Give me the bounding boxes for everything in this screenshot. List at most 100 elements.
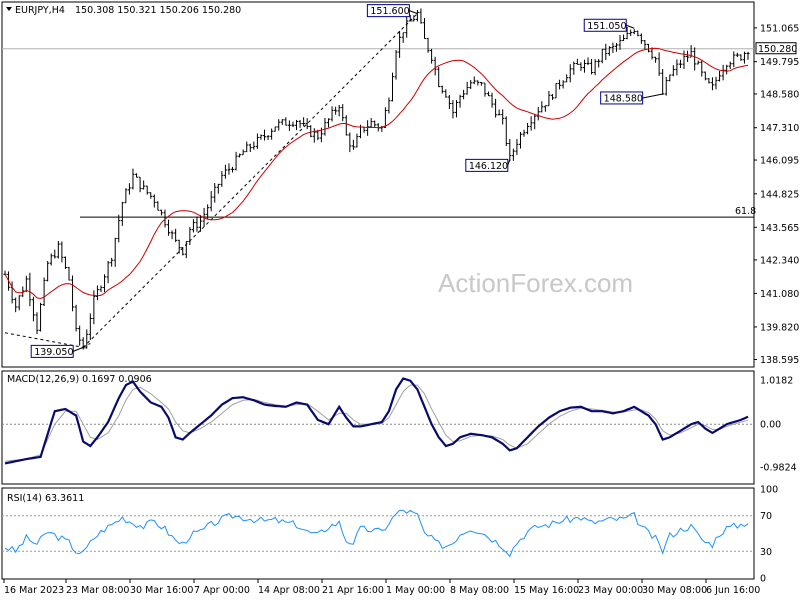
price-bar xyxy=(422,18,426,40)
price-bar xyxy=(664,77,668,96)
price-bar xyxy=(700,60,704,77)
watermark: ActionForex.com xyxy=(438,268,633,298)
price-bar xyxy=(479,81,483,86)
price-bar xyxy=(607,46,611,56)
price-bar xyxy=(312,128,316,143)
price-panel-border xyxy=(1,1,755,368)
price-bar xyxy=(85,329,89,349)
price-bar xyxy=(241,149,245,156)
price-bar xyxy=(351,139,355,150)
price-bar xyxy=(543,105,547,112)
dropdown-triangle-icon xyxy=(6,7,12,11)
price-tick-label: 139.820 xyxy=(760,322,799,333)
price-annotation-text: 151.600 xyxy=(370,6,409,17)
price-tick-label: 147.310 xyxy=(760,123,799,134)
price-tick-label: 149.795 xyxy=(760,57,799,68)
price-bar xyxy=(686,50,690,62)
price-bar xyxy=(604,43,608,61)
price-bar xyxy=(159,209,163,216)
price-bar xyxy=(625,26,629,40)
price-bar xyxy=(593,59,597,76)
price-bar xyxy=(42,277,46,307)
price-bar xyxy=(78,325,82,346)
price-bar xyxy=(373,120,377,129)
time-tick-label: 30 Mar 16:00 xyxy=(130,585,193,596)
price-tick-label: 144.825 xyxy=(760,189,799,200)
price-bar xyxy=(526,123,530,135)
price-bar xyxy=(216,183,220,194)
price-bar xyxy=(550,94,554,100)
price-bar xyxy=(590,58,594,75)
price-bar xyxy=(433,56,437,76)
price-bar xyxy=(390,72,394,102)
price-bar xyxy=(138,176,142,193)
time-tick-label: 16 Mar 2023 xyxy=(4,585,64,596)
price-bar xyxy=(103,274,107,293)
symbol-label: EURJPY,H4 xyxy=(15,5,65,16)
macd-panel-border xyxy=(1,370,755,485)
price-bar xyxy=(188,227,192,246)
price-bar xyxy=(280,119,284,125)
price-bar xyxy=(88,313,92,341)
price-bar xyxy=(504,116,508,147)
price-bar xyxy=(572,61,576,75)
moving-average-line xyxy=(4,47,749,300)
macd-main-line xyxy=(4,377,749,465)
price-bar xyxy=(174,228,178,243)
price-bar xyxy=(184,241,188,259)
price-bar xyxy=(725,64,729,75)
price-bar xyxy=(469,80,473,90)
price-bar xyxy=(451,100,455,119)
price-bar xyxy=(277,119,281,131)
price-bar xyxy=(643,39,647,49)
price-bar xyxy=(515,139,519,155)
price-bar xyxy=(462,89,466,100)
price-bar xyxy=(60,241,64,263)
macd-tick-label: 0.00 xyxy=(760,420,781,431)
price-bar xyxy=(195,216,199,232)
price-bar xyxy=(156,201,160,211)
price-bar xyxy=(327,118,331,128)
price-bar xyxy=(21,286,25,297)
price-bar xyxy=(650,47,654,60)
price-bar xyxy=(629,29,633,37)
price-bar xyxy=(693,47,697,71)
price-bar xyxy=(721,64,725,81)
price-bar xyxy=(430,48,434,64)
time-tick-label: 23 Mar 08:00 xyxy=(66,585,129,596)
price-bar xyxy=(95,285,99,301)
price-bar xyxy=(167,219,171,236)
price-bar xyxy=(35,312,39,334)
price-bar xyxy=(227,163,231,175)
time-tick-label: 8 May 08:00 xyxy=(450,585,509,596)
time-tick-label: 21 Apr 16:00 xyxy=(322,585,384,596)
price-bar xyxy=(718,71,722,82)
price-tick-label: 146.095 xyxy=(760,156,799,167)
price-bar xyxy=(295,119,299,131)
price-bar xyxy=(597,59,601,68)
price-bar xyxy=(383,107,387,128)
price-annotation-text: 148.580 xyxy=(604,93,643,104)
price-bar xyxy=(234,151,238,171)
price-bar xyxy=(565,74,569,83)
time-tick-label: 1 May 00:00 xyxy=(386,585,445,596)
time-tick-label: 15 May 16:00 xyxy=(514,585,579,596)
time-tick-label: 14 Apr 08:00 xyxy=(258,585,320,596)
price-bar xyxy=(291,121,295,128)
price-bar xyxy=(49,253,53,266)
rsi-tick-label: 0 xyxy=(760,574,766,585)
price-tick-label: 151.065 xyxy=(760,23,799,34)
price-bar xyxy=(238,153,242,158)
price-bar xyxy=(458,94,462,108)
price-bar xyxy=(252,141,256,150)
price-bar xyxy=(742,51,746,64)
price-bar xyxy=(231,166,235,173)
price-bar xyxy=(465,81,469,95)
trendline-dashed-3 xyxy=(82,342,91,348)
price-bar xyxy=(245,141,249,153)
price-bar xyxy=(223,164,227,179)
price-bar xyxy=(341,104,345,122)
price-bar xyxy=(533,114,537,130)
price-bar xyxy=(494,98,498,118)
price-bar xyxy=(639,33,643,44)
